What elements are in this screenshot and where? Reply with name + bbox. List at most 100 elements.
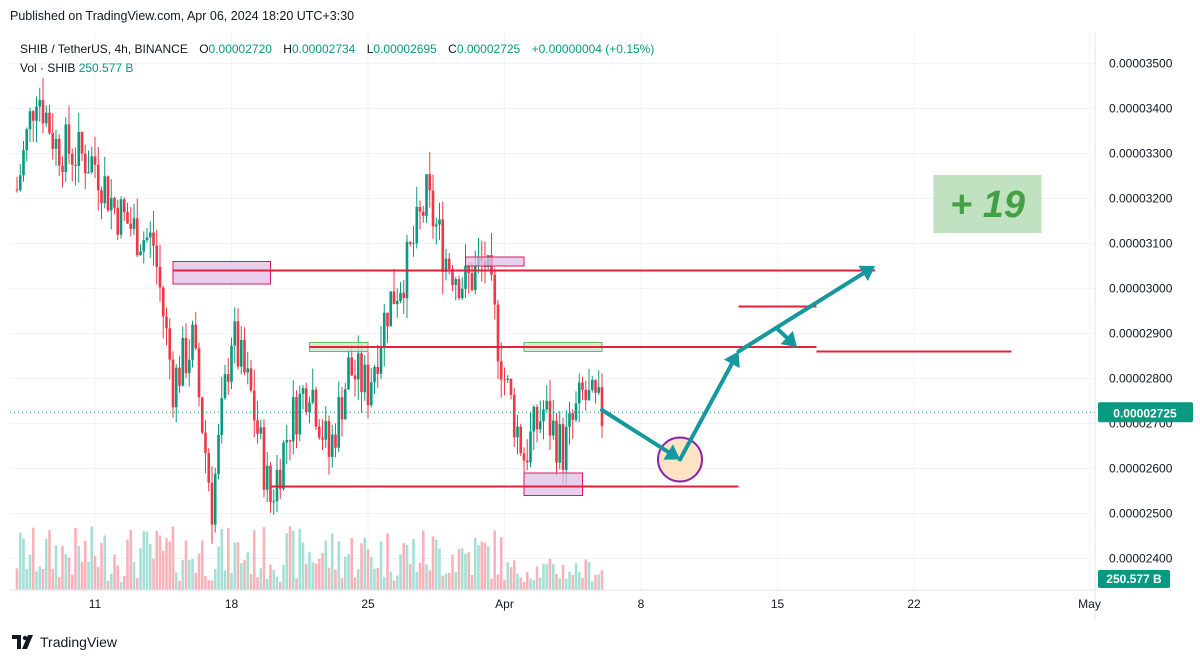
candle-body: [148, 232, 152, 238]
volume-bar: [379, 541, 383, 590]
volume-bar: [561, 564, 565, 590]
symbol-name[interactable]: SHIB / TetherUS, 4h, BINANCE: [20, 42, 188, 56]
volume-bar: [590, 581, 594, 590]
candle-body: [561, 424, 565, 470]
y-tick-label: 0.00003000: [1109, 282, 1173, 296]
volume-bar: [77, 546, 81, 590]
candle-body: [493, 274, 497, 305]
candle-body: [334, 434, 337, 448]
volume-bar: [529, 578, 532, 590]
candle-body: [41, 100, 45, 124]
volume-bar: [506, 562, 510, 590]
last-price-tag: [1098, 402, 1193, 423]
candle-body: [288, 439, 292, 442]
gain-label-box: [933, 175, 1042, 233]
candle-body: [174, 367, 178, 408]
volume-bar: [308, 552, 311, 590]
candle-body: [256, 420, 259, 434]
candle-body: [317, 426, 321, 438]
candle-body: [444, 258, 448, 272]
candle-body: [571, 413, 575, 420]
candle-body: [269, 465, 272, 503]
volume-bar: [360, 543, 363, 590]
candle-body: [152, 232, 155, 246]
volume-label[interactable]: Vol · SHIB: [20, 61, 76, 75]
candle-body: [467, 265, 471, 274]
candle-body: [54, 138, 58, 149]
candle-body: [126, 212, 129, 224]
tradingview-logo[interactable]: TradingView: [12, 634, 117, 650]
drawings[interactable]: + 19: [10, 175, 1095, 496]
volume-bar: [330, 533, 334, 590]
candle-body: [145, 237, 149, 241]
candle-body: [265, 465, 269, 490]
y-tick-label: 0.00003500: [1109, 57, 1173, 71]
close-label: C: [448, 42, 457, 56]
candle-body: [116, 207, 120, 235]
volume-bar: [317, 558, 321, 590]
y-tick-label: 0.00002500: [1109, 507, 1173, 521]
candle-body: [584, 389, 588, 401]
volume-bar: [132, 561, 136, 590]
volume-bar: [116, 565, 120, 590]
volume-bar: [298, 528, 302, 590]
tradingview-logo-icon: [12, 635, 33, 649]
candle-body: [590, 379, 594, 390]
candle-body: [57, 138, 61, 166]
candle-body: [532, 406, 536, 432]
volume-bar: [519, 577, 523, 590]
volume-bar: [230, 573, 233, 590]
candle-body: [369, 382, 373, 406]
candle-body: [295, 397, 298, 435]
volume-bar: [96, 567, 100, 590]
volume-bar: [545, 564, 549, 590]
candle-body: [321, 437, 324, 440]
volume-bar: [389, 571, 393, 590]
candle-body: [516, 426, 519, 438]
volume-bar: [574, 563, 578, 590]
volume-bar: [584, 559, 588, 590]
volume-bar: [249, 574, 253, 590]
candle-body: [402, 292, 406, 299]
volume-bar: [431, 536, 435, 590]
candle-body: [272, 501, 276, 503]
candle-body: [512, 394, 516, 438]
volume-bar: [311, 562, 315, 590]
y-tick-label: 0.00002400: [1109, 552, 1173, 566]
candle-body: [278, 469, 282, 489]
volume-bar: [139, 548, 142, 590]
candle-body: [451, 269, 454, 285]
volume-bar: [191, 558, 194, 590]
candle-body: [181, 337, 185, 386]
candle-body: [428, 174, 432, 191]
chart-background: [0, 30, 1200, 630]
price-chart[interactable]: + 19 0.000035000.000034000.000033000.000…: [0, 30, 1200, 630]
candle-body: [155, 245, 159, 267]
arrow-target-head: [858, 265, 875, 282]
axes: 0.00003500 0.00003400 0.00003300 0.00003200…: [10, 32, 1193, 620]
candle-body: [470, 273, 474, 291]
candle-body: [103, 176, 107, 204]
volume-bar: [246, 552, 250, 590]
volume-bar: [493, 530, 497, 590]
volume-bar: [327, 567, 331, 590]
candle-body: [106, 176, 110, 211]
low-label: L: [366, 42, 374, 56]
volume-bar: [210, 580, 214, 590]
candle-body: [356, 353, 360, 380]
candle-body: [178, 367, 181, 386]
candles: [15, 77, 604, 544]
volume-bar: [340, 578, 344, 590]
volume-bar: [187, 559, 191, 590]
candle-body: [408, 241, 412, 244]
candle-body: [243, 340, 246, 373]
candle-body: [44, 112, 48, 124]
volume-bar: [386, 533, 389, 590]
candle-body: [551, 420, 555, 436]
volume-bar: [41, 568, 45, 590]
volume-value: 250.577 B: [78, 61, 134, 75]
volume-bar: [223, 570, 227, 590]
volume-bar: [503, 579, 506, 590]
volume-bar: [213, 569, 217, 590]
volume-bar: [457, 548, 461, 590]
